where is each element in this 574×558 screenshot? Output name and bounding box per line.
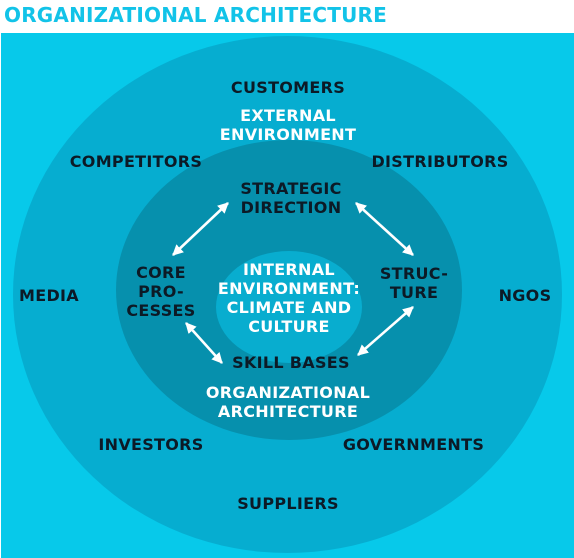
diagram-title: ORGANIZATIONAL ARCHITECTURE (4, 3, 387, 27)
element-structure: STRUC- TURE (379, 264, 449, 302)
stakeholder-suppliers: SUPPLIERS (237, 494, 339, 513)
external-environment-label: EXTERNAL ENVIRONMENT (219, 106, 357, 144)
element-core-processes: CORE PRO- CESSES (126, 263, 196, 320)
stakeholder-investors: INVESTORS (98, 435, 204, 454)
stakeholder-governments: GOVERNMENTS (342, 435, 485, 454)
stakeholder-competitors: COMPETITORS (69, 152, 203, 171)
organizational-architecture-label: ORGANIZATIONAL ARCHITECTURE (205, 383, 371, 421)
stakeholder-media: MEDIA (19, 286, 79, 305)
internal-environment-core (216, 251, 362, 363)
element-skill-bases: SKILL BASES (232, 353, 350, 372)
arrow-strategic-structure (355, 202, 414, 256)
element-strategic-direction: STRATEGIC DIRECTION (240, 179, 342, 217)
stakeholder-customers: CUSTOMERS (230, 78, 346, 97)
arrow-structure-skill-bases (357, 306, 414, 356)
arrow-strategic-core-processes (172, 202, 229, 256)
arrow-core-processes-skill-bases (185, 322, 223, 364)
stakeholder-ngos: NGOS (498, 286, 552, 305)
stakeholder-distributors: DISTRIBUTORS (371, 152, 509, 171)
internal-environment-label: INTERNAL ENVIRONMENT: CLIMATE AND CULTUR… (217, 260, 361, 336)
connector-arrows (172, 202, 414, 364)
organizational-architecture-diagram: CUSTOMERS COMPETITORS DISTRIBUTORS MEDIA… (1, 33, 574, 558)
